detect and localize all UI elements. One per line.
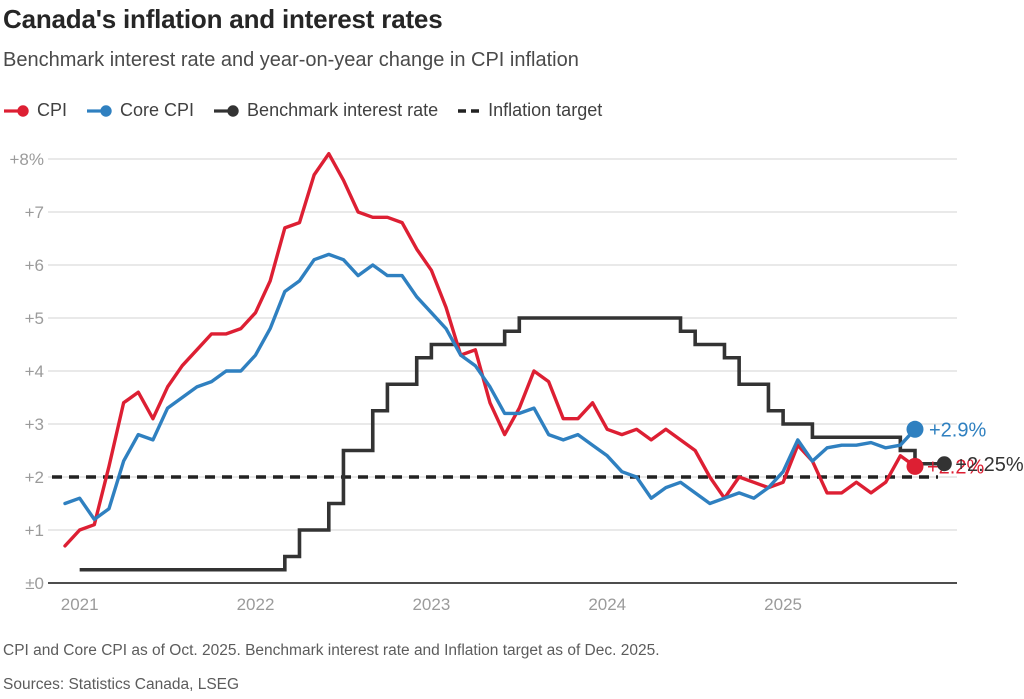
x-tick-label: 2024 xyxy=(588,595,626,614)
x-tick-label: 2021 xyxy=(61,595,99,614)
legend-item-core-cpi: Core CPI xyxy=(86,100,194,121)
y-tick-label: +3 xyxy=(25,415,44,434)
y-tick-label: ±0 xyxy=(25,574,44,593)
benchmark-rate-line-dot-marker-icon xyxy=(214,104,239,117)
cpi-end-dot xyxy=(906,457,924,475)
chart-title: Canada's inflation and interest rates xyxy=(3,4,443,34)
legend-item-benchmark-rate: Benchmark interest rate xyxy=(213,100,438,121)
legend-label-benchmark-rate: Benchmark interest rate xyxy=(247,100,439,120)
sources-line: Sources: Statistics Canada, LSEG xyxy=(3,676,240,693)
core-cpi-end-dot xyxy=(906,420,924,438)
cpi-series-line xyxy=(63,151,917,548)
legend-label-inflation-target: Inflation target xyxy=(488,100,603,120)
benchmark-rate-end-label: +2.25% xyxy=(955,454,1024,476)
core-cpi-series-line xyxy=(63,252,917,522)
benchmark-rate-step-line xyxy=(79,316,945,572)
legend: CPI Core CPI Benchmark interest rate Inf… xyxy=(3,100,602,121)
y-tick-label: +7 xyxy=(25,203,44,222)
legend-label-core-cpi: Core CPI xyxy=(120,100,195,120)
legend-label-cpi: CPI xyxy=(37,100,68,120)
benchmark-rate-end-dot xyxy=(936,456,952,472)
legend-item-inflation-target: Inflation target xyxy=(457,100,602,121)
y-tick-label: +8% xyxy=(10,150,45,169)
inflation-target-dashes-marker-icon xyxy=(458,108,481,113)
legend-item-cpi: CPI xyxy=(3,100,67,121)
core-cpi-end-label: +2.9% xyxy=(929,419,986,441)
core-cpi-line-dot-marker-icon xyxy=(87,104,112,117)
y-tick-label: +5 xyxy=(25,309,44,328)
chart-subtitle: Benchmark interest rate and year-on-year… xyxy=(3,49,579,71)
y-tick-label: +6 xyxy=(25,256,44,275)
x-tick-label: 2022 xyxy=(237,595,275,614)
x-tick-label: 2023 xyxy=(412,595,450,614)
y-tick-label: +2 xyxy=(25,468,44,487)
cpi-line-dot-marker-icon xyxy=(4,104,29,117)
x-tick-label: 2025 xyxy=(764,595,802,614)
y-tick-label: +4 xyxy=(25,362,44,381)
y-tick-label: +1 xyxy=(25,521,44,540)
footnote: CPI and Core CPI as of Oct. 2025. Benchm… xyxy=(3,642,660,659)
